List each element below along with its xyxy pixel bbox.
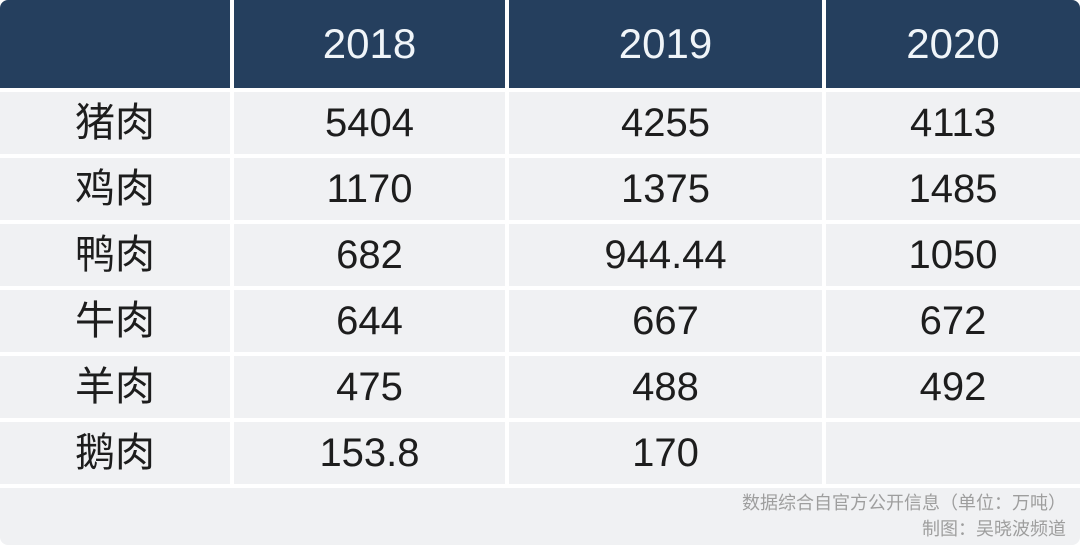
source-note: 数据综合自官方公开信息（单位：万吨） 制图：吴晓波频道 — [0, 488, 1080, 545]
cell-pork-2020: 4113 — [826, 92, 1080, 154]
cell-chicken-2019: 1375 — [509, 158, 822, 220]
cell-pork-2018: 5404 — [234, 92, 505, 154]
cell-mutton-2018: 475 — [234, 356, 505, 418]
cell-duck-2019: 944.44 — [509, 224, 822, 286]
header-year-2019: 2019 — [509, 0, 822, 88]
cell-beef-2019: 667 — [509, 290, 822, 352]
cell-mutton-2020: 492 — [826, 356, 1080, 418]
cell-chicken-2018: 1170 — [234, 158, 505, 220]
source-note-line1: 数据综合自官方公开信息（单位：万吨） — [742, 492, 1066, 513]
source-note-line2: 制图：吴晓波频道 — [922, 518, 1066, 539]
cell-mutton-2019: 488 — [509, 356, 822, 418]
header-year-2018: 2018 — [234, 0, 505, 88]
row-label-duck: 鸭肉 — [0, 224, 230, 286]
row-label-mutton: 羊肉 — [0, 356, 230, 418]
cell-chicken-2020: 1485 — [826, 158, 1080, 220]
row-label-pork: 猪肉 — [0, 92, 230, 154]
header-year-2020: 2020 — [826, 0, 1080, 88]
cell-goose-2020-empty — [826, 422, 1080, 484]
row-label-beef: 牛肉 — [0, 290, 230, 352]
cell-duck-2018: 682 — [234, 224, 505, 286]
header-corner-cell — [0, 0, 230, 88]
row-label-chicken: 鸡肉 — [0, 158, 230, 220]
row-label-goose: 鹅肉 — [0, 422, 230, 484]
cell-goose-2018: 153.8 — [234, 422, 505, 484]
cell-duck-2020: 1050 — [826, 224, 1080, 286]
cell-beef-2020: 672 — [826, 290, 1080, 352]
cell-beef-2018: 644 — [234, 290, 505, 352]
cell-pork-2019: 4255 — [509, 92, 822, 154]
cell-goose-2019: 170 — [509, 422, 822, 484]
